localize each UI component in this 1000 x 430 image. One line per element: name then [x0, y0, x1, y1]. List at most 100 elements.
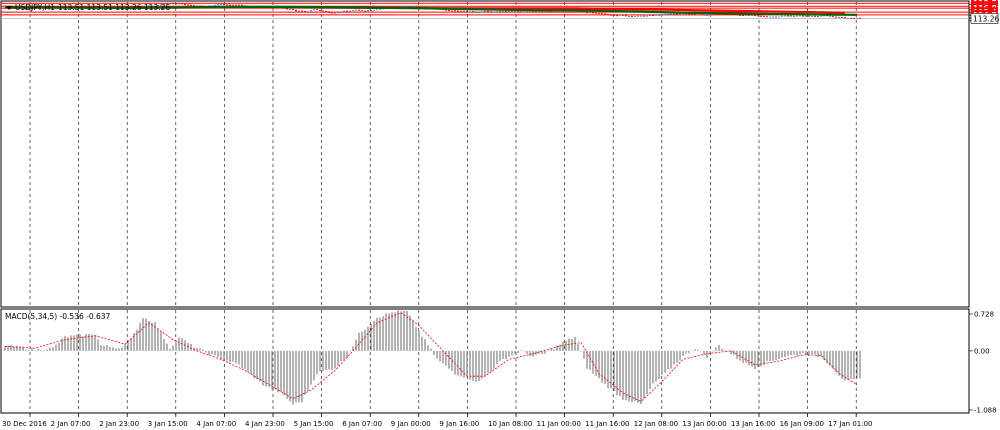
- candle-body: [190, 4, 192, 6]
- macd-bar: [382, 316, 384, 351]
- macd-bar: [571, 338, 573, 351]
- macd-bar: [646, 350, 648, 394]
- macd-bar: [442, 350, 444, 364]
- macd-bar: [52, 347, 54, 351]
- time-axis: 30 Dec 2016 2 Jan 07:00 2 Jan 23:00 3 Jan 1…: [2, 413, 873, 428]
- candle-body: [322, 10, 324, 12]
- macd-bar: [847, 350, 849, 380]
- candle-body: [841, 17, 843, 18]
- macd-bar: [640, 350, 642, 404]
- time-tick-label: 30 Dec 2016: [2, 420, 47, 428]
- main-pane-frame: [0, 0, 970, 308]
- macd-signal-line: [4, 312, 858, 402]
- macd-bar: [55, 344, 57, 351]
- macd-bar: [37, 348, 39, 351]
- macd-bar: [67, 337, 69, 351]
- macd-bar: [349, 350, 351, 352]
- macd-bar: [499, 350, 501, 361]
- macd-pane: 0.728 0.00 -1.088 MACD(5,34,5) -0.536 -0.6…: [0, 308, 997, 415]
- candle-body: [646, 15, 648, 17]
- candle-body: [757, 15, 759, 17]
- candle-body: [853, 18, 855, 19]
- candle-body: [667, 13, 669, 15]
- candle-body: [379, 8, 381, 10]
- macd-bar: [634, 350, 636, 402]
- macd-bar: [229, 350, 231, 363]
- header-triangle-icon[interactable]: [6, 6, 12, 10]
- macd-bar: [223, 350, 225, 361]
- macd-bar: [433, 350, 435, 356]
- time-tick-label: 4 Jan 07:00: [196, 420, 236, 428]
- macd-bar: [127, 340, 129, 351]
- candle-body: [709, 13, 711, 16]
- macd-bar: [520, 350, 522, 351]
- time-tick-label: 11 Jan 00:00: [537, 420, 581, 428]
- macd-bar: [82, 336, 84, 351]
- macd-bar: [508, 350, 510, 357]
- macd-bar: [595, 350, 597, 376]
- candle-body: [703, 14, 705, 16]
- macd-bar: [265, 350, 267, 387]
- candle-body: [799, 15, 801, 17]
- candle-body: [595, 12, 597, 14]
- candle-body: [673, 13, 675, 15]
- candle-body: [706, 15, 708, 16]
- macd-bar: [115, 348, 117, 351]
- candle-body: [157, 5, 159, 6]
- macd-bar: [841, 350, 843, 379]
- time-tick-label: 9 Jan 16:00: [439, 420, 479, 428]
- macd-bar: [550, 349, 552, 351]
- candle-body: [784, 15, 786, 17]
- macd-bar: [406, 310, 408, 351]
- macd-bar: [118, 348, 120, 351]
- macd-bar: [814, 350, 816, 355]
- candle-body: [682, 13, 684, 15]
- candle-body: [526, 11, 528, 12]
- macd-bar: [691, 350, 693, 352]
- candle-body: [148, 5, 150, 7]
- macd-bar: [544, 350, 546, 354]
- macd-bar: [97, 339, 99, 351]
- macd-bar: [658, 350, 660, 379]
- macd-bar: [709, 350, 711, 353]
- macd-bar: [424, 339, 426, 351]
- macd-bar: [565, 340, 567, 351]
- macd-bar: [85, 334, 87, 351]
- macd-bar: [334, 350, 336, 369]
- macd-bar: [286, 350, 288, 399]
- macd-bar: [10, 344, 12, 351]
- macd-bar: [178, 337, 180, 351]
- time-tick-label: 3 Jan 15:00: [148, 420, 188, 428]
- candle-body: [193, 5, 195, 6]
- macd-bar: [622, 350, 624, 400]
- macd-bar: [316, 350, 318, 375]
- macd-bar: [835, 350, 837, 373]
- macd-bar: [811, 350, 813, 355]
- macd-bar: [100, 345, 102, 351]
- macd-bar: [34, 350, 36, 351]
- candle-body: [523, 11, 525, 13]
- macd-bar: [745, 350, 747, 363]
- candle-body: [457, 10, 459, 12]
- macd-bar: [343, 350, 345, 360]
- macd-bar: [196, 348, 198, 351]
- macd-bar: [373, 320, 375, 351]
- time-tick-label: 13 Jan 16:00: [731, 420, 775, 428]
- macd-bar: [397, 310, 399, 351]
- macd-bar: [511, 350, 513, 356]
- macd-bar: [172, 345, 174, 351]
- macd-bar: [706, 350, 708, 358]
- candle-body: [409, 6, 411, 8]
- time-tick-label: 2 Jan 07:00: [51, 420, 91, 428]
- macd-bar: [124, 343, 126, 351]
- macd-bar: [598, 350, 600, 379]
- candle-body: [628, 16, 630, 17]
- candle-body: [301, 10, 303, 12]
- macd-axis: 0.728 0.00 -1.088: [969, 311, 997, 415]
- candle-body: [406, 6, 408, 8]
- candle-body: [166, 3, 168, 5]
- candle-body: [163, 3, 165, 5]
- macd-bar: [529, 350, 531, 357]
- macd-bar: [463, 350, 465, 378]
